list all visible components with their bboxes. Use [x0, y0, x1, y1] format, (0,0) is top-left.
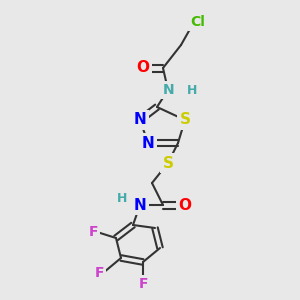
Text: O: O: [178, 197, 191, 212]
Text: F: F: [138, 277, 148, 291]
Text: S: S: [163, 155, 173, 170]
Text: O: O: [136, 61, 149, 76]
Text: N: N: [142, 136, 154, 151]
Text: H: H: [117, 191, 127, 205]
Text: H: H: [187, 83, 197, 97]
Text: F: F: [94, 266, 104, 280]
Text: N: N: [134, 112, 146, 128]
Text: Cl: Cl: [190, 15, 206, 29]
Text: N: N: [134, 197, 146, 212]
Text: N: N: [163, 83, 175, 97]
Text: S: S: [179, 112, 191, 128]
Text: F: F: [88, 225, 98, 239]
